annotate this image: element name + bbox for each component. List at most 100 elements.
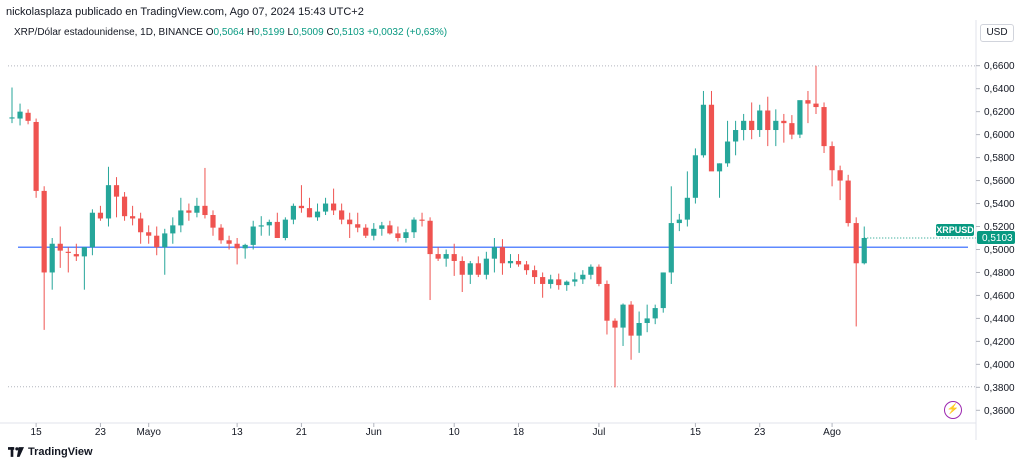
candle-body <box>387 225 393 234</box>
candle-body <box>724 141 731 164</box>
candle-body <box>507 260 514 264</box>
change-value: +0,0032 (+0,63%) <box>367 27 448 38</box>
candle-body <box>540 277 546 284</box>
candle-body <box>130 216 136 219</box>
candle-body <box>853 223 859 264</box>
x-tick-label: 23 <box>754 427 766 438</box>
tradingview-brand: TradingView <box>28 446 93 458</box>
price-tag-value: 0,5103 <box>982 233 1013 244</box>
candle-body <box>371 228 377 236</box>
publisher-line: nickolasplaza publicado en TradingView.c… <box>6 6 364 18</box>
candle-body <box>845 180 851 224</box>
tradingview-logo-icon <box>8 447 24 457</box>
candle-body <box>403 232 409 238</box>
symbol-tag-bg <box>936 224 974 236</box>
candle-body <box>194 205 200 213</box>
low-value: 0,5009 <box>293 27 324 38</box>
y-tick-label: 0,3600 <box>984 406 1015 417</box>
x-tick-label: 21 <box>296 427 308 438</box>
candle-body <box>234 243 240 249</box>
y-tick-label: 0,5800 <box>984 153 1015 164</box>
candle-body <box>773 120 779 131</box>
candle-body <box>202 205 208 216</box>
candle-body <box>250 226 256 245</box>
candle-body <box>668 223 674 273</box>
candle-body <box>282 219 288 238</box>
y-tick-label: 0,4200 <box>984 337 1015 348</box>
x-tick-label: Jun <box>366 427 382 438</box>
candle-body <box>708 104 715 172</box>
candle-body <box>596 266 602 284</box>
x-tick-label: 23 <box>95 427 107 438</box>
candle-body <box>829 146 835 171</box>
y-tick-label: 0,4400 <box>984 314 1015 325</box>
candle-body <box>17 111 23 119</box>
candle-body <box>331 203 337 211</box>
price-tag-bg <box>977 231 1015 244</box>
high-label: H <box>246 27 255 38</box>
candle-body <box>628 304 634 336</box>
candle-body <box>97 212 104 219</box>
currency-button[interactable]: USD <box>980 24 1014 42</box>
candle-body <box>716 163 723 172</box>
candle-body <box>644 318 650 324</box>
high-value: 0,5199 <box>254 27 285 38</box>
candle-body <box>306 208 313 218</box>
candle-body <box>443 254 449 259</box>
candle-body <box>612 320 618 328</box>
candle-body <box>556 279 562 286</box>
y-tick-label: 0,4600 <box>984 291 1015 302</box>
candle-body <box>138 218 144 233</box>
candle-body <box>81 247 87 257</box>
candle-body <box>33 121 39 191</box>
candle-body <box>781 120 787 124</box>
y-tick-label: 0,4800 <box>984 268 1015 279</box>
candle-body <box>170 225 176 234</box>
candle-body <box>435 254 441 259</box>
candle-body <box>580 274 586 280</box>
candle-body <box>588 266 594 275</box>
y-tick-label: 0,6000 <box>984 130 1015 141</box>
x-tick-label: 15 <box>690 427 702 438</box>
candle-body <box>805 100 811 104</box>
candle-body <box>419 219 425 221</box>
candle-body <box>9 117 15 119</box>
y-tick-label: 0,4000 <box>984 360 1015 371</box>
candle-body <box>620 304 626 328</box>
candle-body <box>459 260 465 275</box>
candle-body <box>154 235 160 248</box>
ohlc-legend: XRP/Dólar estadounidense, 1D, BINANCE O0… <box>14 27 447 38</box>
candle-body <box>322 203 329 212</box>
candle-body <box>162 233 168 248</box>
x-tick-label: 10 <box>449 427 461 438</box>
candle-body <box>604 283 610 321</box>
candle-body <box>475 263 481 275</box>
candle-body <box>290 205 296 220</box>
candle-body <box>483 258 489 275</box>
candle-body <box>733 130 739 142</box>
y-tick-label: 0,5000 <box>984 245 1015 256</box>
candle-body <box>379 225 385 229</box>
candle-body <box>572 279 578 282</box>
candle-body <box>467 263 473 275</box>
candle-body <box>676 219 682 224</box>
candle-body <box>218 227 224 241</box>
x-tick-label: Mayo <box>136 427 161 438</box>
candle-body <box>741 120 747 131</box>
tradingview-footer: TradingView <box>8 446 93 458</box>
candle-body <box>210 215 216 228</box>
candle-body <box>837 170 843 181</box>
candle-body <box>636 323 642 336</box>
candle-body <box>451 254 457 261</box>
candle-body <box>757 110 763 131</box>
candle-body <box>49 243 55 273</box>
candle-body <box>532 270 538 278</box>
y-tick-label: 0,5200 <box>984 222 1015 233</box>
lightning-icon[interactable]: ⚡ <box>944 401 962 419</box>
candle-body <box>274 221 280 238</box>
x-tick-label: 18 <box>513 427 525 438</box>
candle-body <box>548 279 554 284</box>
y-tick-label: 0,6600 <box>984 61 1015 72</box>
candle-body <box>73 254 79 257</box>
